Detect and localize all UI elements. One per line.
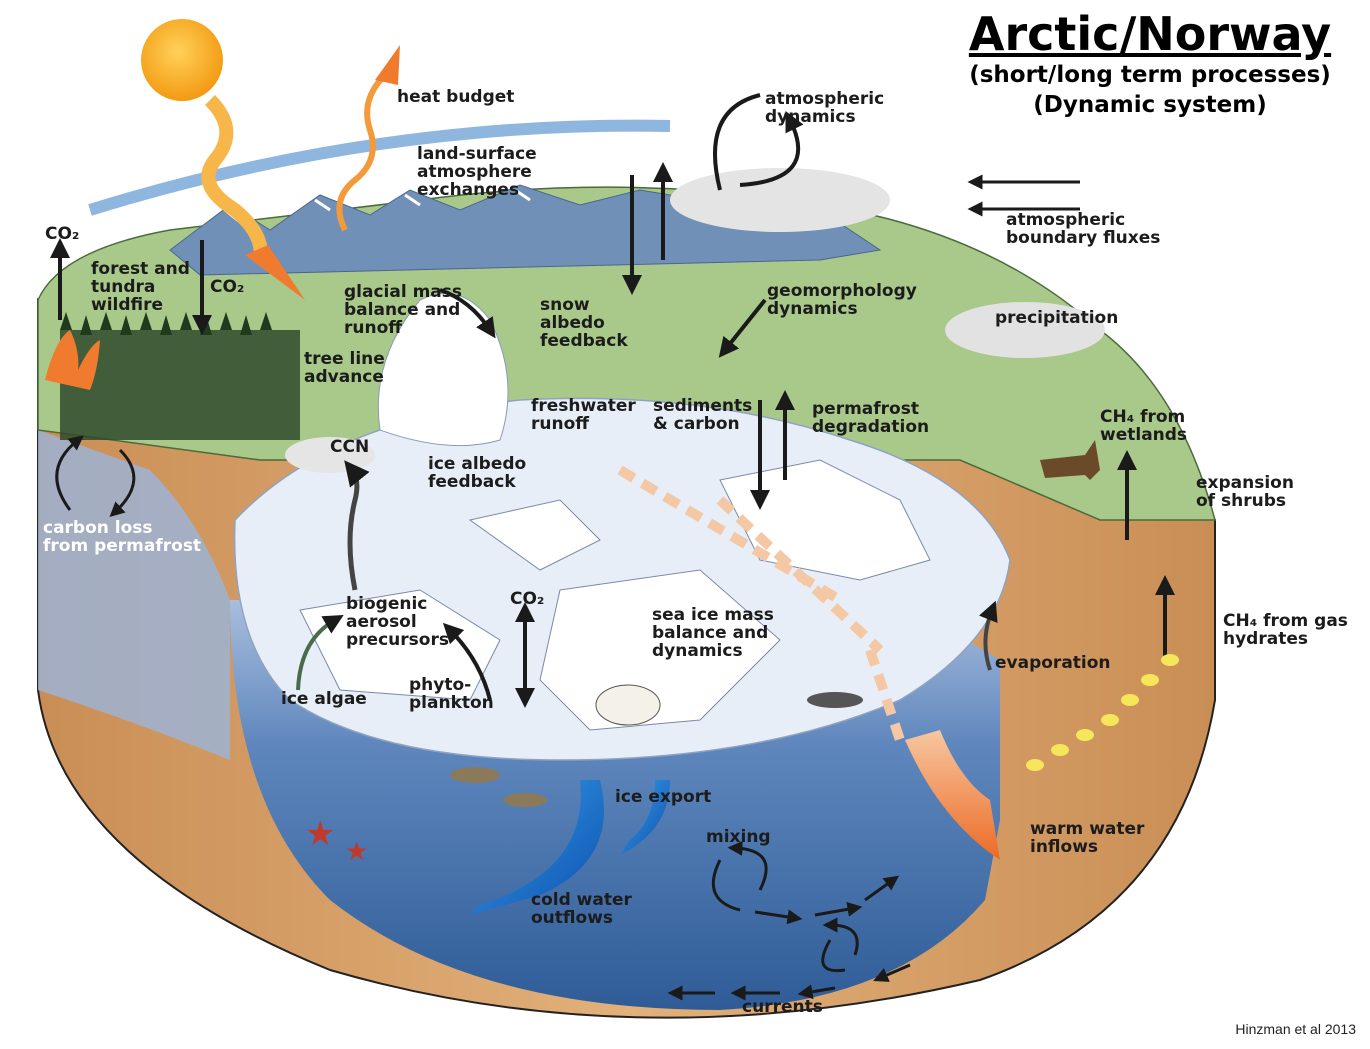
label-co2-ocean: CO₂ xyxy=(510,589,545,609)
label-evaporation: evaporation xyxy=(995,653,1111,673)
label-mixing: mixing xyxy=(706,827,771,847)
label-ccn: CCN xyxy=(330,437,370,457)
ice-floe xyxy=(299,589,501,701)
ice-floe xyxy=(539,569,781,731)
label-ice-albedo: ice albedo feedback xyxy=(428,454,527,492)
credit-citation: Hinzman et al 2013 xyxy=(1235,1021,1356,1037)
reindeer xyxy=(1040,440,1100,480)
ice-floe xyxy=(719,459,931,581)
label-biogenic-aerosol: biogenic aerosol precursors xyxy=(346,594,449,650)
label-heat-budget: heat budget xyxy=(397,87,515,107)
label-permafrost-degradation: permafrost degradation xyxy=(812,399,930,437)
label-co2-top-left: CO₂ xyxy=(45,224,80,244)
cloud xyxy=(670,168,890,232)
label-atmospheric-dynamics: atmospheric dynamics xyxy=(765,89,885,127)
ice-floe xyxy=(468,499,601,571)
label-tree-line: tree line advance xyxy=(304,349,385,387)
label-ch4-wetlands: CH₄ from wetlands xyxy=(1100,407,1188,445)
label-sediments: sediments & carbon xyxy=(653,396,753,434)
label-cold-water: cold water outflows xyxy=(531,890,632,928)
label-sea-ice-mass: sea ice mass balance and dynamics xyxy=(652,605,774,661)
fish xyxy=(503,793,547,807)
label-phytoplankton: phyto- plankton xyxy=(409,675,494,713)
label-land-surface: land-surface atmosphere exchanges xyxy=(417,144,537,200)
label-forest-wildfire: forest and tundra wildfire xyxy=(91,259,190,315)
sun xyxy=(141,19,223,101)
gas-hydrates xyxy=(1026,654,1179,771)
label-precipitation: precipitation xyxy=(995,308,1119,328)
label-expansion-shrubs: expansion of shrubs xyxy=(1196,473,1294,511)
label-freshwater-runoff: freshwater runoff xyxy=(531,396,636,434)
wildfire xyxy=(45,330,100,390)
subtitle-dynamic: (Dynamic system) xyxy=(1033,92,1267,118)
starfish: ★ xyxy=(305,814,335,854)
ocean-basin-left xyxy=(38,430,230,760)
label-currents: currents xyxy=(742,997,823,1017)
polar-bear xyxy=(595,684,661,726)
boreal-forest xyxy=(60,312,300,440)
label-ice-export: ice export xyxy=(615,787,712,807)
page-title: Arctic/Norway xyxy=(968,7,1332,61)
starfish: ★ xyxy=(345,837,368,867)
cold-water-arrow xyxy=(470,780,604,915)
ice-export-arrow xyxy=(620,780,670,855)
warm-water-arrow xyxy=(905,730,1000,860)
label-ch4-gas-hydrates: CH₄ from gas hydrates xyxy=(1223,611,1348,649)
label-glacial-mass: glacial mass balance and runoff xyxy=(344,282,463,338)
solar-radiation-arrow xyxy=(201,95,268,262)
label-warm-water: warm water inflows xyxy=(1030,819,1145,857)
cloud xyxy=(945,302,1105,358)
outgoing-heat-arrow xyxy=(336,72,388,232)
label-atmospheric-fluxes: atmospheric boundary fluxes xyxy=(1006,210,1161,248)
label-carbon-loss: carbon loss from permafrost xyxy=(43,518,202,556)
atmosphere-band xyxy=(88,119,671,216)
label-co2-forest: CO₂ xyxy=(210,277,245,297)
fish xyxy=(450,767,500,783)
subtitle-processes: (short/long term processes) xyxy=(969,62,1331,88)
label-geomorphology: geomorphology dynamics xyxy=(767,281,917,319)
label-ice-algae: ice algae xyxy=(281,689,367,709)
label-snow-albedo: snow albedo feedback xyxy=(540,295,628,351)
seal xyxy=(807,692,863,708)
